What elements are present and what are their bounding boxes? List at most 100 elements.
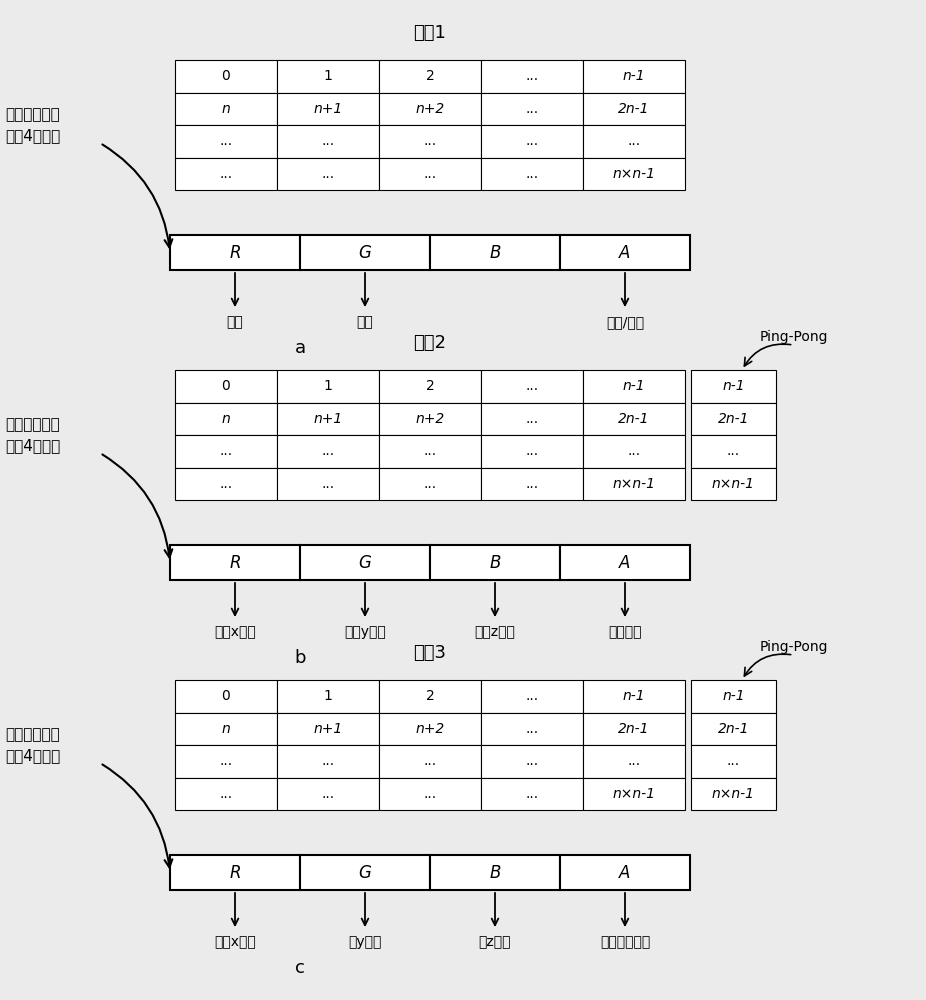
Bar — [175, 468, 277, 500]
Text: n: n — [221, 102, 231, 116]
Bar — [170, 235, 300, 270]
Text: ...: ... — [727, 444, 740, 458]
Text: ...: ... — [525, 167, 539, 181]
Bar — [300, 855, 430, 890]
Bar — [277, 745, 379, 778]
Text: ...: ... — [219, 787, 232, 801]
Bar — [175, 745, 277, 778]
Text: 碰撞标记: 碰撞标记 — [608, 625, 642, 639]
Text: A: A — [619, 554, 631, 572]
Text: ...: ... — [219, 134, 232, 148]
Bar — [277, 680, 379, 712]
Text: ...: ... — [423, 444, 436, 458]
Text: Ping-Pong: Ping-Pong — [759, 330, 828, 344]
Bar — [691, 745, 776, 778]
Text: R: R — [230, 863, 241, 882]
Bar — [379, 370, 481, 402]
Bar — [175, 125, 277, 157]
Bar — [379, 402, 481, 435]
Bar — [430, 545, 560, 580]
Bar — [481, 60, 583, 93]
Bar — [691, 712, 776, 745]
Text: ...: ... — [525, 477, 539, 491]
Bar — [481, 778, 583, 810]
Text: n+1: n+1 — [313, 102, 343, 116]
Text: ...: ... — [628, 754, 641, 768]
Text: A: A — [619, 863, 631, 882]
Text: n+2: n+2 — [416, 412, 444, 426]
Bar — [583, 468, 685, 500]
Text: B: B — [489, 863, 501, 882]
Bar — [481, 435, 583, 468]
Text: n-1: n-1 — [622, 379, 645, 393]
Text: n×n-1: n×n-1 — [612, 787, 656, 801]
Bar — [691, 435, 776, 468]
Bar — [170, 855, 300, 890]
Bar — [481, 370, 583, 402]
Bar — [481, 402, 583, 435]
Text: ...: ... — [628, 444, 641, 458]
Text: 0: 0 — [221, 689, 231, 703]
Text: ...: ... — [321, 477, 334, 491]
Bar — [175, 712, 277, 745]
Bar — [583, 745, 685, 778]
Text: n-1: n-1 — [622, 689, 645, 703]
Bar — [379, 778, 481, 810]
Text: 纹理2: 纹理2 — [414, 334, 446, 352]
Bar — [170, 545, 300, 580]
Bar — [560, 235, 690, 270]
Text: G: G — [358, 243, 371, 261]
Text: 0: 0 — [221, 69, 231, 83]
Text: 速度x分量: 速度x分量 — [214, 625, 256, 639]
Text: ...: ... — [219, 444, 232, 458]
Text: n-1: n-1 — [622, 69, 645, 83]
Bar — [379, 745, 481, 778]
Bar — [583, 125, 685, 157]
Text: c: c — [295, 959, 305, 977]
Text: n+1: n+1 — [313, 412, 343, 426]
Bar — [175, 402, 277, 435]
Text: ...: ... — [321, 444, 334, 458]
Text: n+2: n+2 — [416, 102, 444, 116]
Bar — [481, 468, 583, 500]
Bar — [430, 235, 560, 270]
Text: n+2: n+2 — [416, 722, 444, 736]
Text: 压强/密度: 压强/密度 — [606, 315, 644, 329]
Text: 2n-1: 2n-1 — [718, 412, 749, 426]
Text: R: R — [230, 554, 241, 572]
Text: ...: ... — [423, 787, 436, 801]
Bar — [300, 235, 430, 270]
Bar — [379, 468, 481, 500]
Text: G: G — [358, 863, 371, 882]
Bar — [175, 93, 277, 125]
Bar — [175, 157, 277, 190]
Text: 密度: 密度 — [227, 315, 244, 329]
Text: 2n-1: 2n-1 — [718, 722, 749, 736]
Bar — [691, 778, 776, 810]
Text: 2: 2 — [426, 69, 434, 83]
Bar — [583, 712, 685, 745]
Text: 2n-1: 2n-1 — [619, 412, 650, 426]
Text: 纹理1: 纹理1 — [414, 24, 446, 42]
Bar — [481, 680, 583, 712]
Bar — [277, 402, 379, 435]
Text: n: n — [221, 722, 231, 736]
Bar — [691, 680, 776, 712]
Bar — [175, 60, 277, 93]
Text: n×n-1: n×n-1 — [712, 477, 755, 491]
Text: 速度y分量: 速度y分量 — [344, 625, 386, 639]
Bar — [583, 402, 685, 435]
Bar — [379, 435, 481, 468]
Text: a: a — [294, 339, 306, 357]
Text: ...: ... — [525, 689, 539, 703]
Text: ...: ... — [219, 477, 232, 491]
Bar — [277, 712, 379, 745]
Bar — [481, 125, 583, 157]
Text: n×n-1: n×n-1 — [712, 787, 755, 801]
Bar — [175, 370, 277, 402]
Text: ...: ... — [423, 477, 436, 491]
Text: ...: ... — [525, 754, 539, 768]
Bar — [277, 468, 379, 500]
Text: R: R — [230, 243, 241, 261]
Bar — [277, 60, 379, 93]
